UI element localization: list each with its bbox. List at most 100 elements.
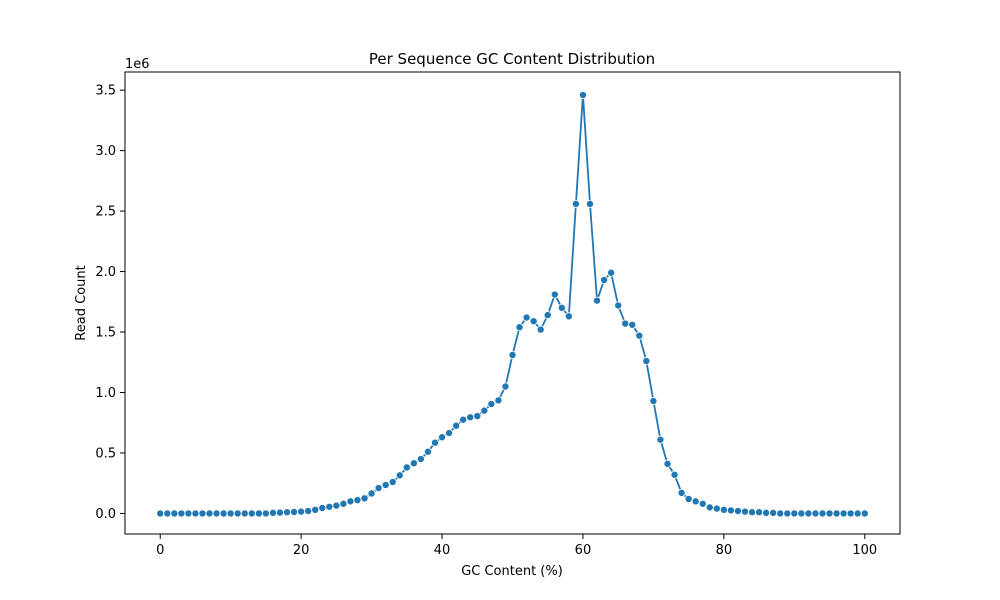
data-point xyxy=(663,459,672,468)
y-tick-label: 3.0 xyxy=(95,144,116,159)
data-point xyxy=(741,507,750,516)
data-point xyxy=(318,503,327,512)
y-tick-label: 1.0 xyxy=(95,386,116,401)
data-point xyxy=(325,502,334,511)
data-point xyxy=(353,496,362,505)
data-point xyxy=(811,509,820,518)
data-point xyxy=(719,505,728,514)
data-point xyxy=(423,447,432,456)
data-point xyxy=(726,506,735,515)
data-point xyxy=(191,509,200,518)
data-point xyxy=(177,509,186,518)
data-point xyxy=(240,509,249,518)
data-point xyxy=(755,508,764,517)
data-point xyxy=(438,433,447,442)
data-point xyxy=(430,438,439,447)
data-point xyxy=(846,509,855,518)
data-point xyxy=(769,508,778,517)
data-point xyxy=(762,508,771,517)
data-point xyxy=(388,477,397,486)
data-point xyxy=(670,470,679,479)
data-point xyxy=(346,497,355,506)
data-point xyxy=(184,509,193,518)
data-point xyxy=(564,312,573,321)
data-point xyxy=(219,509,228,518)
data-point xyxy=(593,296,602,305)
data-point xyxy=(480,406,489,415)
data-point xyxy=(543,311,552,320)
data-point xyxy=(635,331,644,340)
data-point xyxy=(797,509,806,518)
data-point xyxy=(487,399,496,408)
data-point xyxy=(804,509,813,518)
data-point xyxy=(445,429,454,438)
data-point xyxy=(515,323,524,332)
data-point xyxy=(473,412,482,421)
data-point xyxy=(247,509,256,518)
data-point xyxy=(304,507,313,516)
data-point xyxy=(614,301,623,310)
data-point xyxy=(529,317,538,326)
data-point xyxy=(684,494,693,503)
data-point xyxy=(283,508,292,517)
data-point xyxy=(628,320,637,329)
data-point xyxy=(853,509,862,518)
y-tick-label: 0.0 xyxy=(95,507,116,522)
data-point xyxy=(571,199,580,208)
data-point xyxy=(381,481,390,490)
data-point xyxy=(818,509,827,518)
data-point xyxy=(268,508,277,517)
x-tick-label: 100 xyxy=(852,543,877,558)
data-point xyxy=(825,509,834,518)
x-axis-ticks: 0 20 40 60 80 100 xyxy=(156,534,877,558)
data-point xyxy=(374,484,383,493)
y-tick-label: 2.5 xyxy=(95,205,116,220)
data-point xyxy=(691,497,700,506)
data-point xyxy=(226,509,235,518)
data-point xyxy=(508,351,517,360)
data-point xyxy=(776,509,785,518)
data-point xyxy=(600,276,609,285)
data-point xyxy=(198,509,207,518)
data-point xyxy=(205,509,214,518)
data-point xyxy=(290,507,299,516)
data-point xyxy=(452,421,461,430)
data-point xyxy=(360,494,369,503)
data-point xyxy=(332,501,341,510)
data-point xyxy=(832,509,841,518)
y-tick-label: 1.5 xyxy=(95,326,116,341)
data-point xyxy=(311,505,320,514)
data-point xyxy=(459,415,468,424)
data-point xyxy=(163,509,172,518)
data-point xyxy=(586,199,595,208)
data-point xyxy=(536,325,545,334)
x-axis-label: GC Content (%) xyxy=(461,564,563,579)
data-point xyxy=(649,396,658,405)
data-point xyxy=(733,507,742,516)
data-point xyxy=(367,489,376,498)
data-point xyxy=(712,504,721,513)
data-point xyxy=(550,290,559,299)
y-tick-label: 3.5 xyxy=(95,84,116,99)
data-point xyxy=(677,488,686,497)
data-point xyxy=(170,509,179,518)
data-point xyxy=(607,268,616,277)
data-point xyxy=(698,499,707,508)
data-point xyxy=(261,509,270,518)
data-point xyxy=(416,455,425,464)
y-tick-label: 0.5 xyxy=(95,446,116,461)
data-point xyxy=(621,319,630,328)
data-point xyxy=(395,471,404,480)
data-point xyxy=(656,435,665,444)
gc-series xyxy=(156,90,869,518)
data-point xyxy=(839,509,848,518)
data-point xyxy=(275,508,284,517)
data-point xyxy=(790,509,799,518)
data-point xyxy=(501,382,510,391)
y-tick-label: 2.0 xyxy=(95,265,116,280)
data-point xyxy=(409,459,418,468)
data-point xyxy=(494,396,503,405)
x-tick-label: 0 xyxy=(156,543,164,558)
data-point xyxy=(783,509,792,518)
